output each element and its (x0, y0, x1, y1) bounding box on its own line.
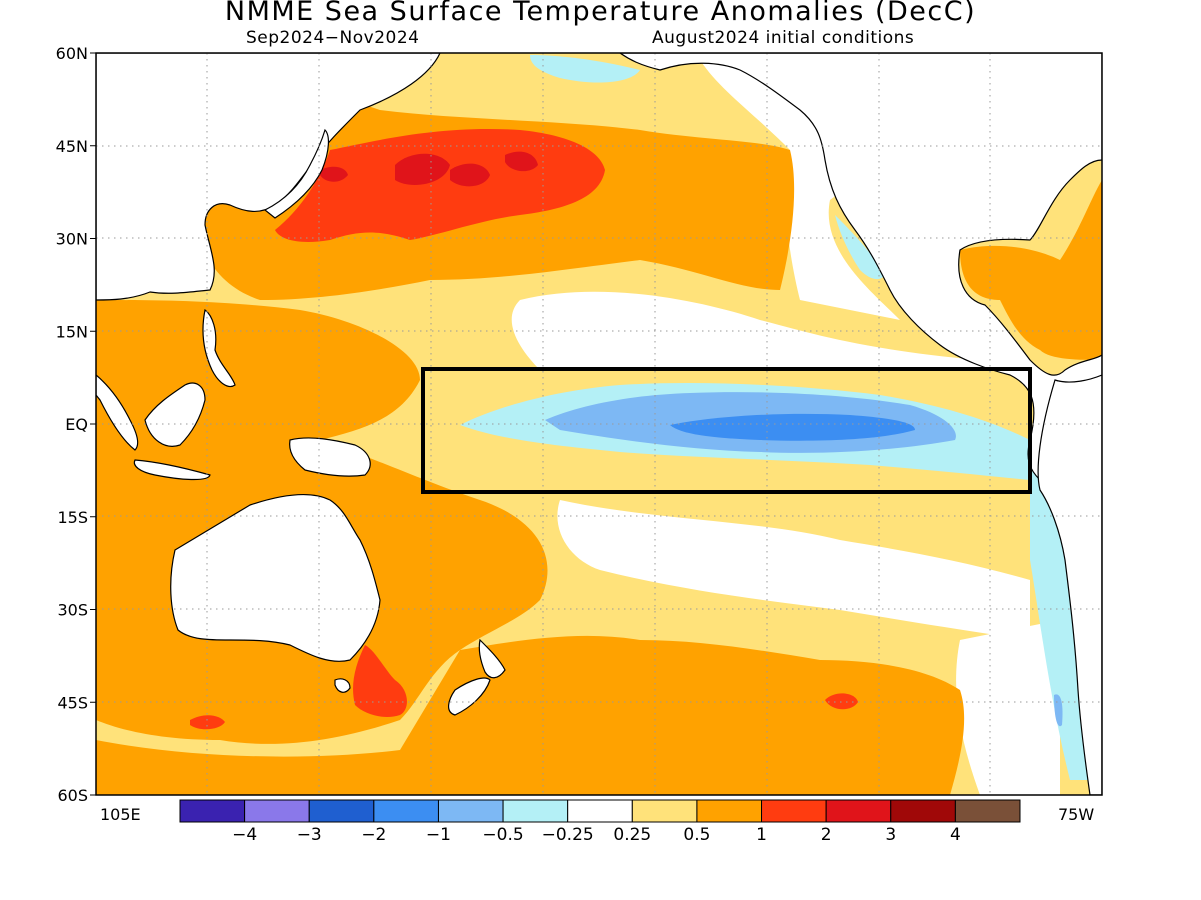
neutral-east-pacific-south (557, 500, 1030, 640)
lat-label: EQ (65, 415, 88, 434)
nino-region-box (421, 367, 1032, 494)
latitude-labels: 60N 45N 30N 15N EQ 15S 30S 45S 60S (56, 44, 96, 805)
lat-label: 15N (56, 322, 88, 341)
colorbar-swatch (437, 799, 504, 823)
new-zealand-north (478, 638, 506, 679)
colorbar-tick-label: 3 (885, 825, 896, 845)
colorbar-tick-label: −3 (297, 825, 322, 845)
equatorial-core-region (670, 413, 915, 441)
colorbar-tick-label: 0.25 (613, 825, 651, 845)
southern-hot-spot-2 (825, 693, 858, 710)
lon-label-left: 105E (100, 805, 141, 824)
colorbar-tick-label: −1 (426, 825, 451, 845)
lon-label-right: 75W (1058, 805, 1094, 824)
north-pacific-core-4 (320, 166, 348, 182)
neutral-east-pacific-north (511, 291, 1000, 370)
lat-label: 15S (57, 508, 88, 527)
lat-label: 30N (56, 230, 88, 249)
south-america-land (1037, 374, 1102, 795)
colorbar-tick-label: −0.25 (542, 825, 594, 845)
new-guinea (289, 437, 371, 477)
colorbar-swatch (308, 799, 375, 823)
map-title: NMME Sea Surface Temperature Anomalies (… (224, 0, 977, 27)
colorbar-swatch (890, 799, 956, 823)
north-pacific-core-3 (505, 151, 538, 172)
land-masses (96, 53, 1102, 795)
neutral-south-southeast (956, 620, 1060, 795)
sumatra (96, 374, 139, 451)
colorbar-swatch (502, 799, 569, 823)
new-zealand-south (448, 677, 491, 716)
north-pacific-core-2 (450, 163, 490, 187)
lat-label: 45N (56, 137, 88, 156)
colorbar-tick-label: −2 (361, 825, 386, 845)
north-cool-patch (530, 55, 640, 83)
colorbar-swatch (631, 799, 698, 823)
forecast-period: Sep2024−Nov2024 (246, 28, 420, 48)
indonesia-borneo (144, 382, 206, 447)
japan-islands (263, 128, 329, 219)
colorbar: −4 −3 −2 −1 −0.5 −0.25 0.25 0.5 1 2 3 4 (179, 799, 1021, 845)
map-field (96, 53, 1102, 795)
colorbar-tick-label: 0.5 (683, 825, 710, 845)
colorbar-tick-label: −0.5 (482, 825, 523, 845)
lat-label: 30S (57, 601, 88, 620)
colorbar-swatch (373, 799, 439, 823)
tasman-hot-region (353, 645, 407, 717)
colorbar-swatch (954, 799, 1021, 823)
philippines (202, 308, 236, 388)
asia-land (96, 53, 441, 301)
southern-hot-spot-1 (190, 715, 225, 730)
california-cool-region (835, 215, 885, 280)
colorbar-swatch (179, 799, 246, 823)
colorbar-tick-label: −4 (232, 825, 257, 845)
colorbar-swatch (761, 799, 827, 823)
colorbar-tick-label: 1 (756, 825, 767, 845)
south-pacific-warm-region (96, 635, 965, 795)
initial-conditions: August2024 initial conditions (652, 28, 915, 48)
colorbar-tick-label: 4 (950, 825, 961, 845)
colorbar-swatch (825, 799, 892, 823)
australia-land (170, 493, 381, 662)
gulf-mexico-warm-region (960, 180, 1102, 360)
map-grid (96, 53, 1102, 795)
lat-label: 60S (57, 786, 88, 805)
tasmania (334, 678, 351, 693)
lat-label: 45S (57, 693, 88, 712)
north-pacific-core-1 (395, 153, 450, 185)
colorbar-swatch (567, 799, 633, 823)
colorbar-swatch (244, 799, 310, 823)
lat-label: 60N (56, 44, 88, 63)
colorbar-swatch (696, 799, 763, 823)
colorbar-tick-label: 2 (821, 825, 832, 845)
java (133, 459, 211, 481)
